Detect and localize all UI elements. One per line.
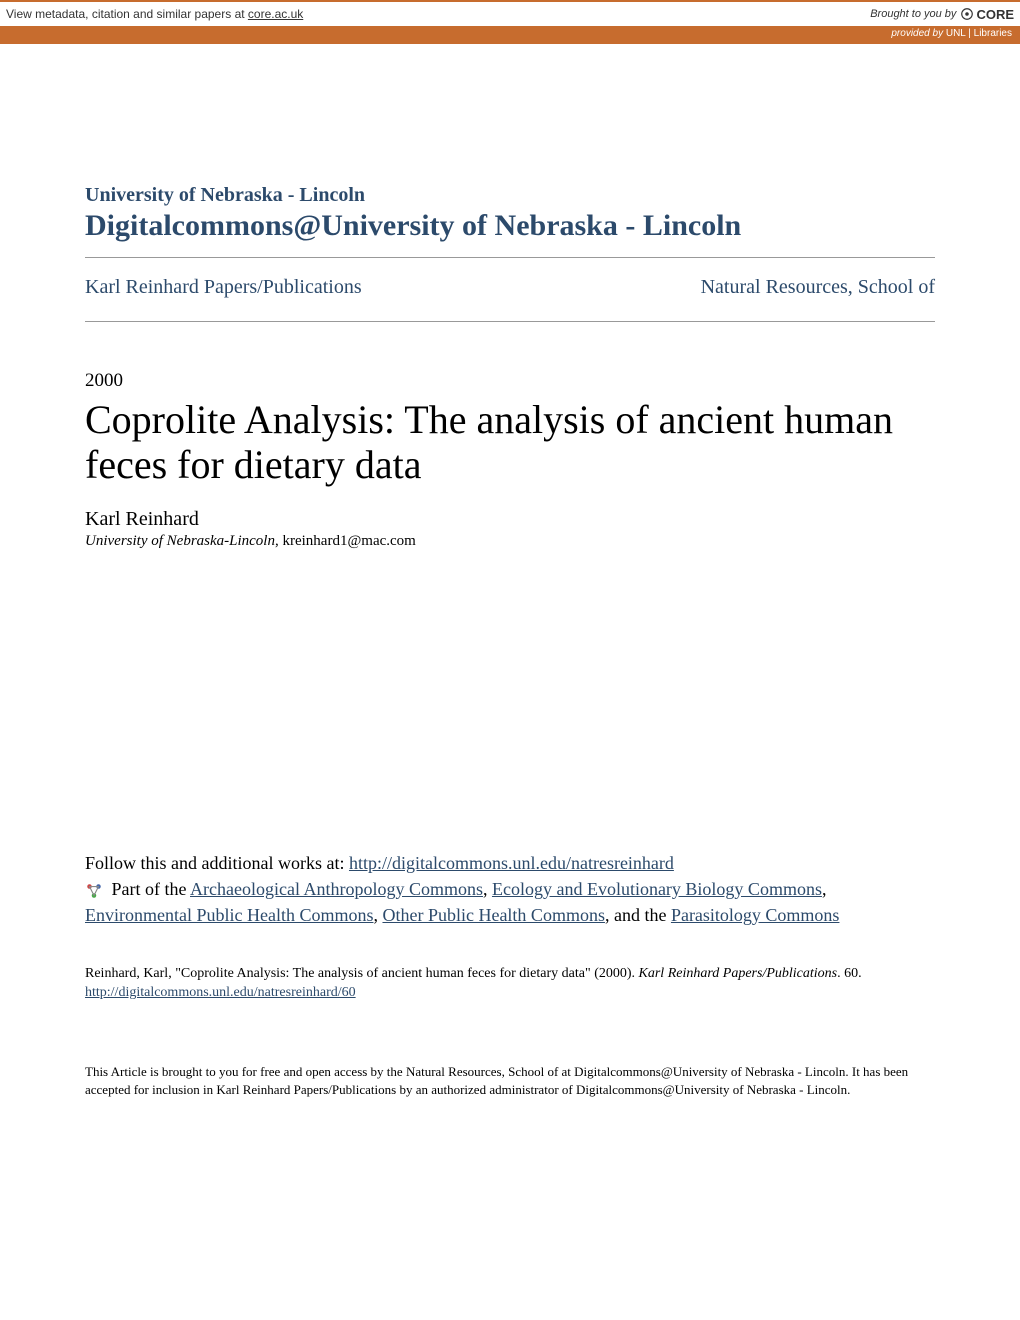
partof-lead: Part of the (107, 879, 190, 899)
commons-sep-0: , (483, 879, 492, 899)
partof-line: Part of the Archaeological Anthropology … (85, 876, 935, 928)
divider-bottom (85, 321, 935, 322)
author-name: Karl Reinhard (85, 508, 935, 531)
follow-lead: Follow this and additional works at: (85, 853, 349, 873)
core-logo: CORE (960, 7, 1014, 22)
author-affiliation: University of Nebraska-Lincoln, kreinhar… (85, 533, 935, 550)
core-icon (960, 7, 974, 21)
citation-source: Karl Reinhard Papers/Publications (639, 966, 838, 981)
citation-pre: Reinhard, Karl, "Coprolite Analysis: The… (85, 966, 639, 981)
commons-link-4[interactable]: Parasitology Commons (671, 905, 840, 925)
citation-post: . 60. (837, 966, 862, 981)
commons-link-0[interactable]: Archaeological Anthropology Commons (190, 879, 483, 899)
affiliation-institution: University of Nebraska-Lincoln (85, 533, 275, 549)
publication-year: 2000 (85, 370, 935, 392)
core-name: CORE (976, 7, 1014, 22)
university-name: University of Nebraska - Lincoln (85, 184, 935, 207)
commons-link-1[interactable]: Ecology and Evolutionary Biology Commons (492, 879, 822, 899)
citation-url[interactable]: http://digitalcommons.unl.edu/natresrein… (85, 985, 356, 1000)
provided-prefix: provided by (891, 28, 945, 39)
core-link[interactable]: core.ac.uk (248, 7, 303, 21)
access-note: This Article is brought to you for free … (85, 1063, 935, 1099)
collection-link-left[interactable]: Karl Reinhard Papers/Publications (85, 276, 362, 299)
commons-link-3[interactable]: Other Public Health Commons (382, 905, 604, 925)
affiliation-email: kreinhard1@mac.com (282, 533, 415, 549)
follow-url[interactable]: http://digitalcommons.unl.edu/natresrein… (349, 853, 674, 873)
commons-and: , and the (605, 905, 671, 925)
core-top-banner: View metadata, citation and similar pape… (0, 0, 1020, 26)
commons-sep-1: , (822, 879, 827, 899)
follow-line: Follow this and additional works at: htt… (85, 850, 935, 876)
follow-block: Follow this and additional works at: htt… (85, 850, 935, 928)
paper-title: Coprolite Analysis: The analysis of anci… (85, 398, 935, 488)
brought-by-text: Brought to you by (870, 8, 956, 20)
banner-left: View metadata, citation and similar pape… (6, 7, 303, 21)
collection-link-right[interactable]: Natural Resources, School of (701, 276, 935, 299)
citation-block: Reinhard, Karl, "Coprolite Analysis: The… (85, 964, 935, 1003)
banner-left-text: View metadata, citation and similar pape… (6, 7, 248, 21)
page-content: University of Nebraska - Lincoln Digital… (0, 44, 1020, 1139)
banner-right: Brought to you by CORE (870, 7, 1014, 22)
provided-by-bar: provided by UNL | Libraries (0, 26, 1020, 44)
provided-source: UNL | Libraries (946, 28, 1012, 39)
network-icon (85, 882, 103, 900)
collection-row: Karl Reinhard Papers/Publications Natura… (85, 268, 935, 307)
commons-link-2[interactable]: Environmental Public Health Commons (85, 905, 373, 925)
repository-name[interactable]: Digitalcommons@University of Nebraska - … (85, 209, 935, 243)
divider-top (85, 257, 935, 258)
